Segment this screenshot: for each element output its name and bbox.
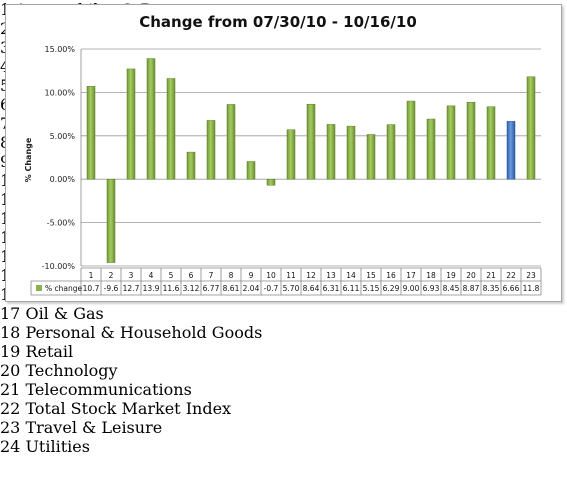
x-tick-label: 18 [426, 271, 436, 280]
data-table: % change 1 10.7 2 -9.6 3 12.7 4 13.9 5 11.6 6 3.12 7 6… [30, 267, 542, 296]
x-tick-label: 19 [446, 271, 456, 280]
data-label: 3.12 [183, 284, 200, 293]
x-tick-label: 3 [129, 271, 134, 280]
series-legend-label: % change [45, 284, 82, 293]
legend-item: 20 Technology [0, 361, 118, 380]
x-tick-label: 16 [386, 271, 396, 280]
data-label: 2.04 [243, 284, 260, 293]
bars [86, 58, 536, 263]
data-label: 9.00 [403, 284, 420, 293]
legend-item: 21 Telecommunications [0, 380, 192, 399]
data-label: 6.66 [503, 284, 520, 293]
data-label: 8.64 [303, 284, 320, 293]
y-tick-label: 5.00% [50, 132, 76, 141]
data-label: 5.15 [363, 284, 380, 293]
y-tick-label: 0.00% [50, 175, 76, 184]
y-axis-ticks: 15.00% 10.00% 5.00% 0.00% -5.00% -10.00% [42, 45, 76, 271]
x-tick-label: 14 [346, 271, 356, 280]
x-tick-label: 7 [209, 271, 214, 280]
legend-item: 19 Retail [0, 342, 74, 361]
y-tick-label: 10.00% [44, 88, 75, 97]
x-tick-label: 1 [89, 271, 94, 280]
x-tick-label: 15 [366, 271, 376, 280]
x-tick-label: 10 [266, 271, 276, 280]
x-tick-label: 20 [466, 271, 476, 280]
x-tick-label: 8 [229, 271, 234, 280]
data-label: 6.93 [423, 284, 440, 293]
data-label: 6.29 [383, 284, 400, 293]
bar-9 [246, 161, 256, 180]
chart-title: Change from 07/30/10 - 10/16/10 [139, 13, 417, 31]
bar-16 [386, 124, 396, 180]
bar-7 [206, 120, 216, 180]
bar-5 [166, 78, 176, 180]
data-label: 6.77 [203, 284, 220, 293]
x-tick-label: 9 [249, 271, 254, 280]
bar-15 [366, 134, 376, 180]
y-tick-label: -10.00% [42, 262, 76, 271]
y-tick-label: -5.00% [47, 219, 76, 228]
x-tick-label: 23 [526, 271, 536, 280]
data-label: 8.35 [483, 284, 500, 293]
x-tick-label: 6 [189, 271, 194, 280]
data-label: 11.6 [163, 284, 180, 293]
bar-3 [126, 68, 136, 180]
legend-item: 18 Personal & Household Goods [0, 323, 263, 342]
bar-6 [186, 151, 196, 180]
x-tick-label: 13 [326, 271, 336, 280]
bar-19 [446, 105, 456, 180]
gridlines [80, 48, 541, 267]
x-tick-label: 4 [149, 271, 154, 280]
x-tick-label: 17 [406, 271, 416, 280]
bar-10 [266, 178, 276, 186]
bar-18 [426, 118, 436, 180]
x-tick-label: 22 [506, 271, 516, 280]
x-tick-label: 5 [169, 271, 174, 280]
bar-14 [346, 125, 356, 180]
y-tick-label: 15.00% [44, 45, 75, 54]
data-label: 5.70 [283, 284, 300, 293]
bar-1 [86, 86, 96, 180]
data-label: 8.61 [223, 284, 240, 293]
bar-8 [226, 104, 236, 180]
data-label: 13.9 [143, 284, 160, 293]
bar-17 [406, 100, 416, 180]
x-tick-label: 21 [486, 271, 496, 280]
data-label: 8.87 [463, 284, 480, 293]
legend-item: 24 Utilities [0, 437, 90, 456]
y-axis-label: % Change [24, 137, 33, 182]
data-label: 10.7 [83, 284, 100, 293]
x-tick-label: 12 [306, 271, 316, 280]
bar-11 [286, 129, 296, 180]
legend-item: 17 Oil & Gas [0, 304, 104, 323]
bar-13 [326, 124, 336, 180]
bar-2 [106, 178, 116, 263]
bar-22 [506, 121, 516, 180]
bar-12 [306, 103, 316, 180]
bar-23 [526, 76, 536, 180]
data-label: 11.8 [523, 284, 540, 293]
data-label: -9.6 [104, 284, 119, 293]
x-tick-label: 11 [286, 271, 296, 280]
bar-chart: Change from 07/30/10 - 10/16/10 15.00%10… [24, 13, 542, 296]
data-label: 12.7 [123, 284, 140, 293]
series-legend-key [36, 285, 42, 291]
legend-item: 23 Travel & Leisure [0, 418, 163, 437]
bar-21 [486, 106, 496, 180]
legend-item: 22 Total Stock Market Index [0, 399, 232, 418]
bar-20 [466, 101, 476, 180]
data-label: -0.7 [264, 284, 279, 293]
x-tick-label: 2 [109, 271, 114, 280]
bar-4 [146, 58, 156, 180]
data-label: 6.31 [323, 284, 340, 293]
data-label: 8.45 [443, 284, 460, 293]
data-label: 6.11 [343, 284, 360, 293]
